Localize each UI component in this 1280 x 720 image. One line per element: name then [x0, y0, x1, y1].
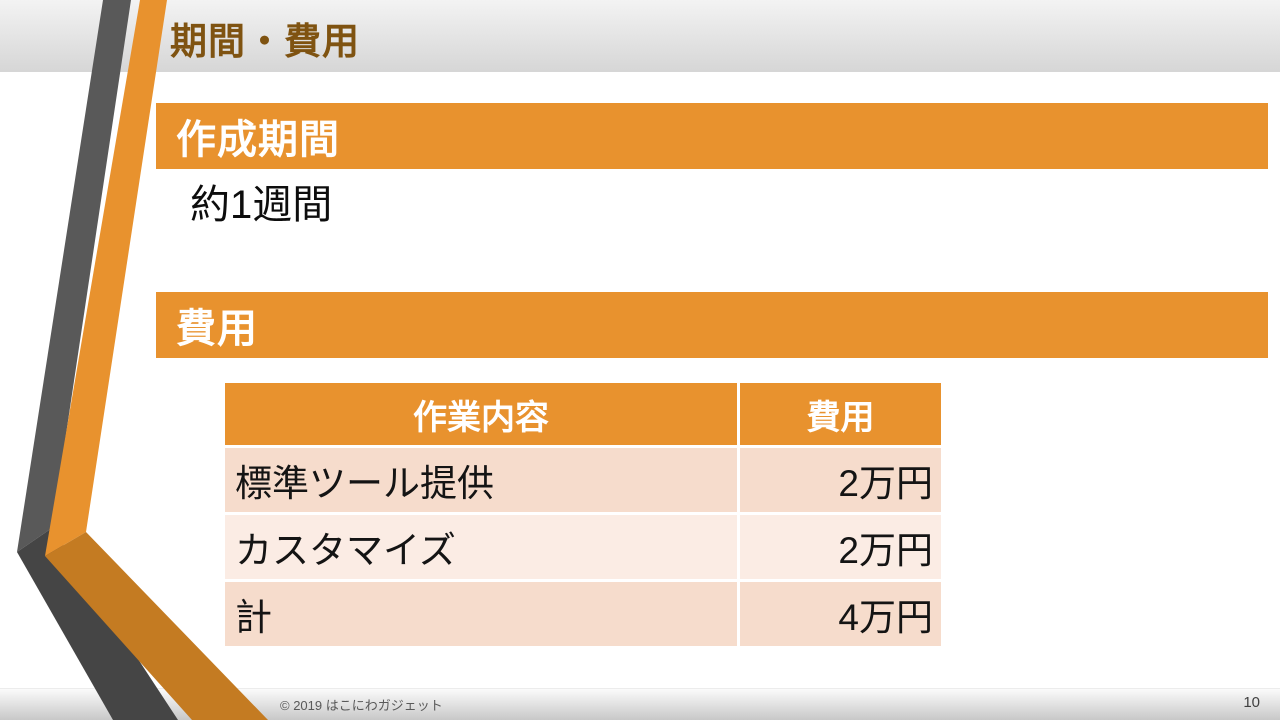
- table-row-value: 2万円: [740, 515, 941, 579]
- cost-table-header-work: 作業内容: [225, 383, 737, 445]
- ribbon-gray-upper: [17, 0, 131, 552]
- cost-table: 作業内容 費用 標準ツール提供 2万円 カスタマイズ 2万円 計 4万円: [225, 383, 941, 646]
- section-heading-period: 作成期間: [176, 118, 340, 162]
- table-row-value: 2万円: [740, 448, 941, 512]
- header-band: [0, 0, 1280, 72]
- table-row-label: 計: [225, 582, 737, 646]
- page-number: 10: [1243, 694, 1260, 711]
- cost-table-header-cost: 費用: [740, 383, 941, 445]
- table-row-value: 4万円: [740, 582, 941, 646]
- footer-band: [0, 688, 1280, 720]
- ribbon-orange-upper: [45, 0, 167, 556]
- section-heading-cost: 費用: [176, 307, 258, 351]
- slide-title: 期間・費用: [170, 21, 360, 62]
- section-banner-cost: 費用: [156, 292, 1268, 358]
- table-row-label: 標準ツール提供: [225, 448, 737, 512]
- section-banner-period: 作成期間: [156, 103, 1268, 169]
- period-value: 約1週間: [190, 183, 333, 227]
- table-row-label: カスタマイズ: [225, 515, 737, 579]
- copyright-text: © 2019 はこにわガジェット: [280, 698, 443, 713]
